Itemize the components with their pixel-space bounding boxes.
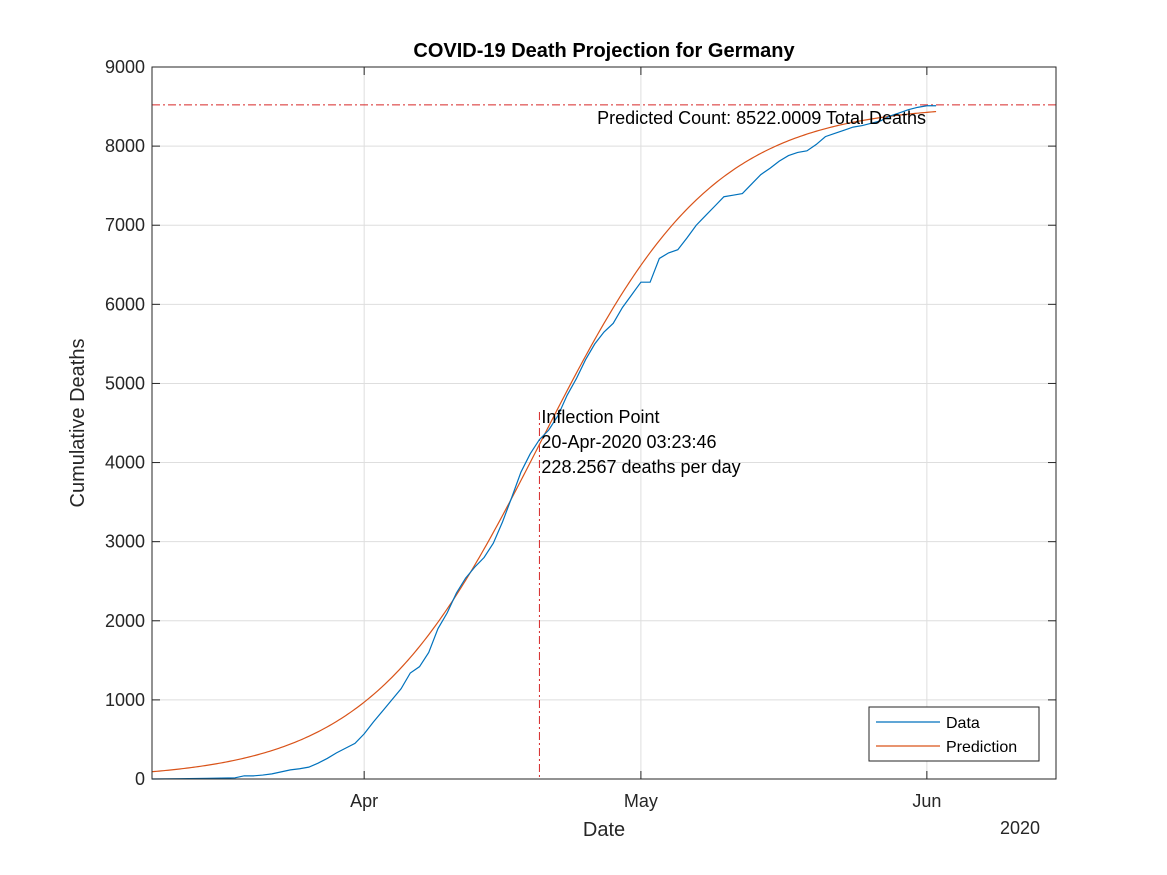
legend-entry-data: Data [946,715,980,732]
series-layer [151,105,937,780]
series-data-line [151,105,937,780]
x-axis-year-label: 2020 [1000,818,1040,838]
predicted-count-annotation: Predicted Count: 8522.0009 Total Deaths [597,108,926,128]
legend-entry-prediction: Prediction [946,739,1017,756]
inflection-point-rate: 228.2567 deaths per day [541,457,740,477]
y-tick-label: 6000 [105,294,145,314]
y-tick-label: 9000 [105,57,145,77]
x-tick-label: Jun [912,791,941,811]
inflection-point-date: 20-Apr-2020 03:23:46 [541,432,716,452]
y-tick-label: 8000 [105,136,145,156]
y-tick-label: 4000 [105,453,145,473]
inflection-point-title: Inflection Point [541,407,659,427]
y-tick-label: 3000 [105,532,145,552]
reference-lines [152,104,1056,779]
x-axis-label: Date [583,819,625,841]
y-axis-label: Cumulative Deaths [67,339,89,508]
y-tick-label: 5000 [105,373,145,393]
legend: Data Prediction [868,706,1040,762]
legend-box [868,706,1040,762]
chart-title: COVID-19 Death Projection for Germany [413,40,795,62]
plot-area [152,67,1056,779]
y-tick-label: 7000 [105,215,145,235]
axis-ticks: 0 1000 2000 3000 4000 5000 6000 7000 8000 9000 Apr… [105,57,1056,811]
x-tick-label: Apr [350,791,378,811]
y-tick-label: 2000 [105,611,145,631]
y-tick-label: 1000 [105,690,145,710]
plot-border [151,66,1057,780]
x-tick-label: May [624,791,658,811]
y-tick-label: 0 [135,769,145,789]
